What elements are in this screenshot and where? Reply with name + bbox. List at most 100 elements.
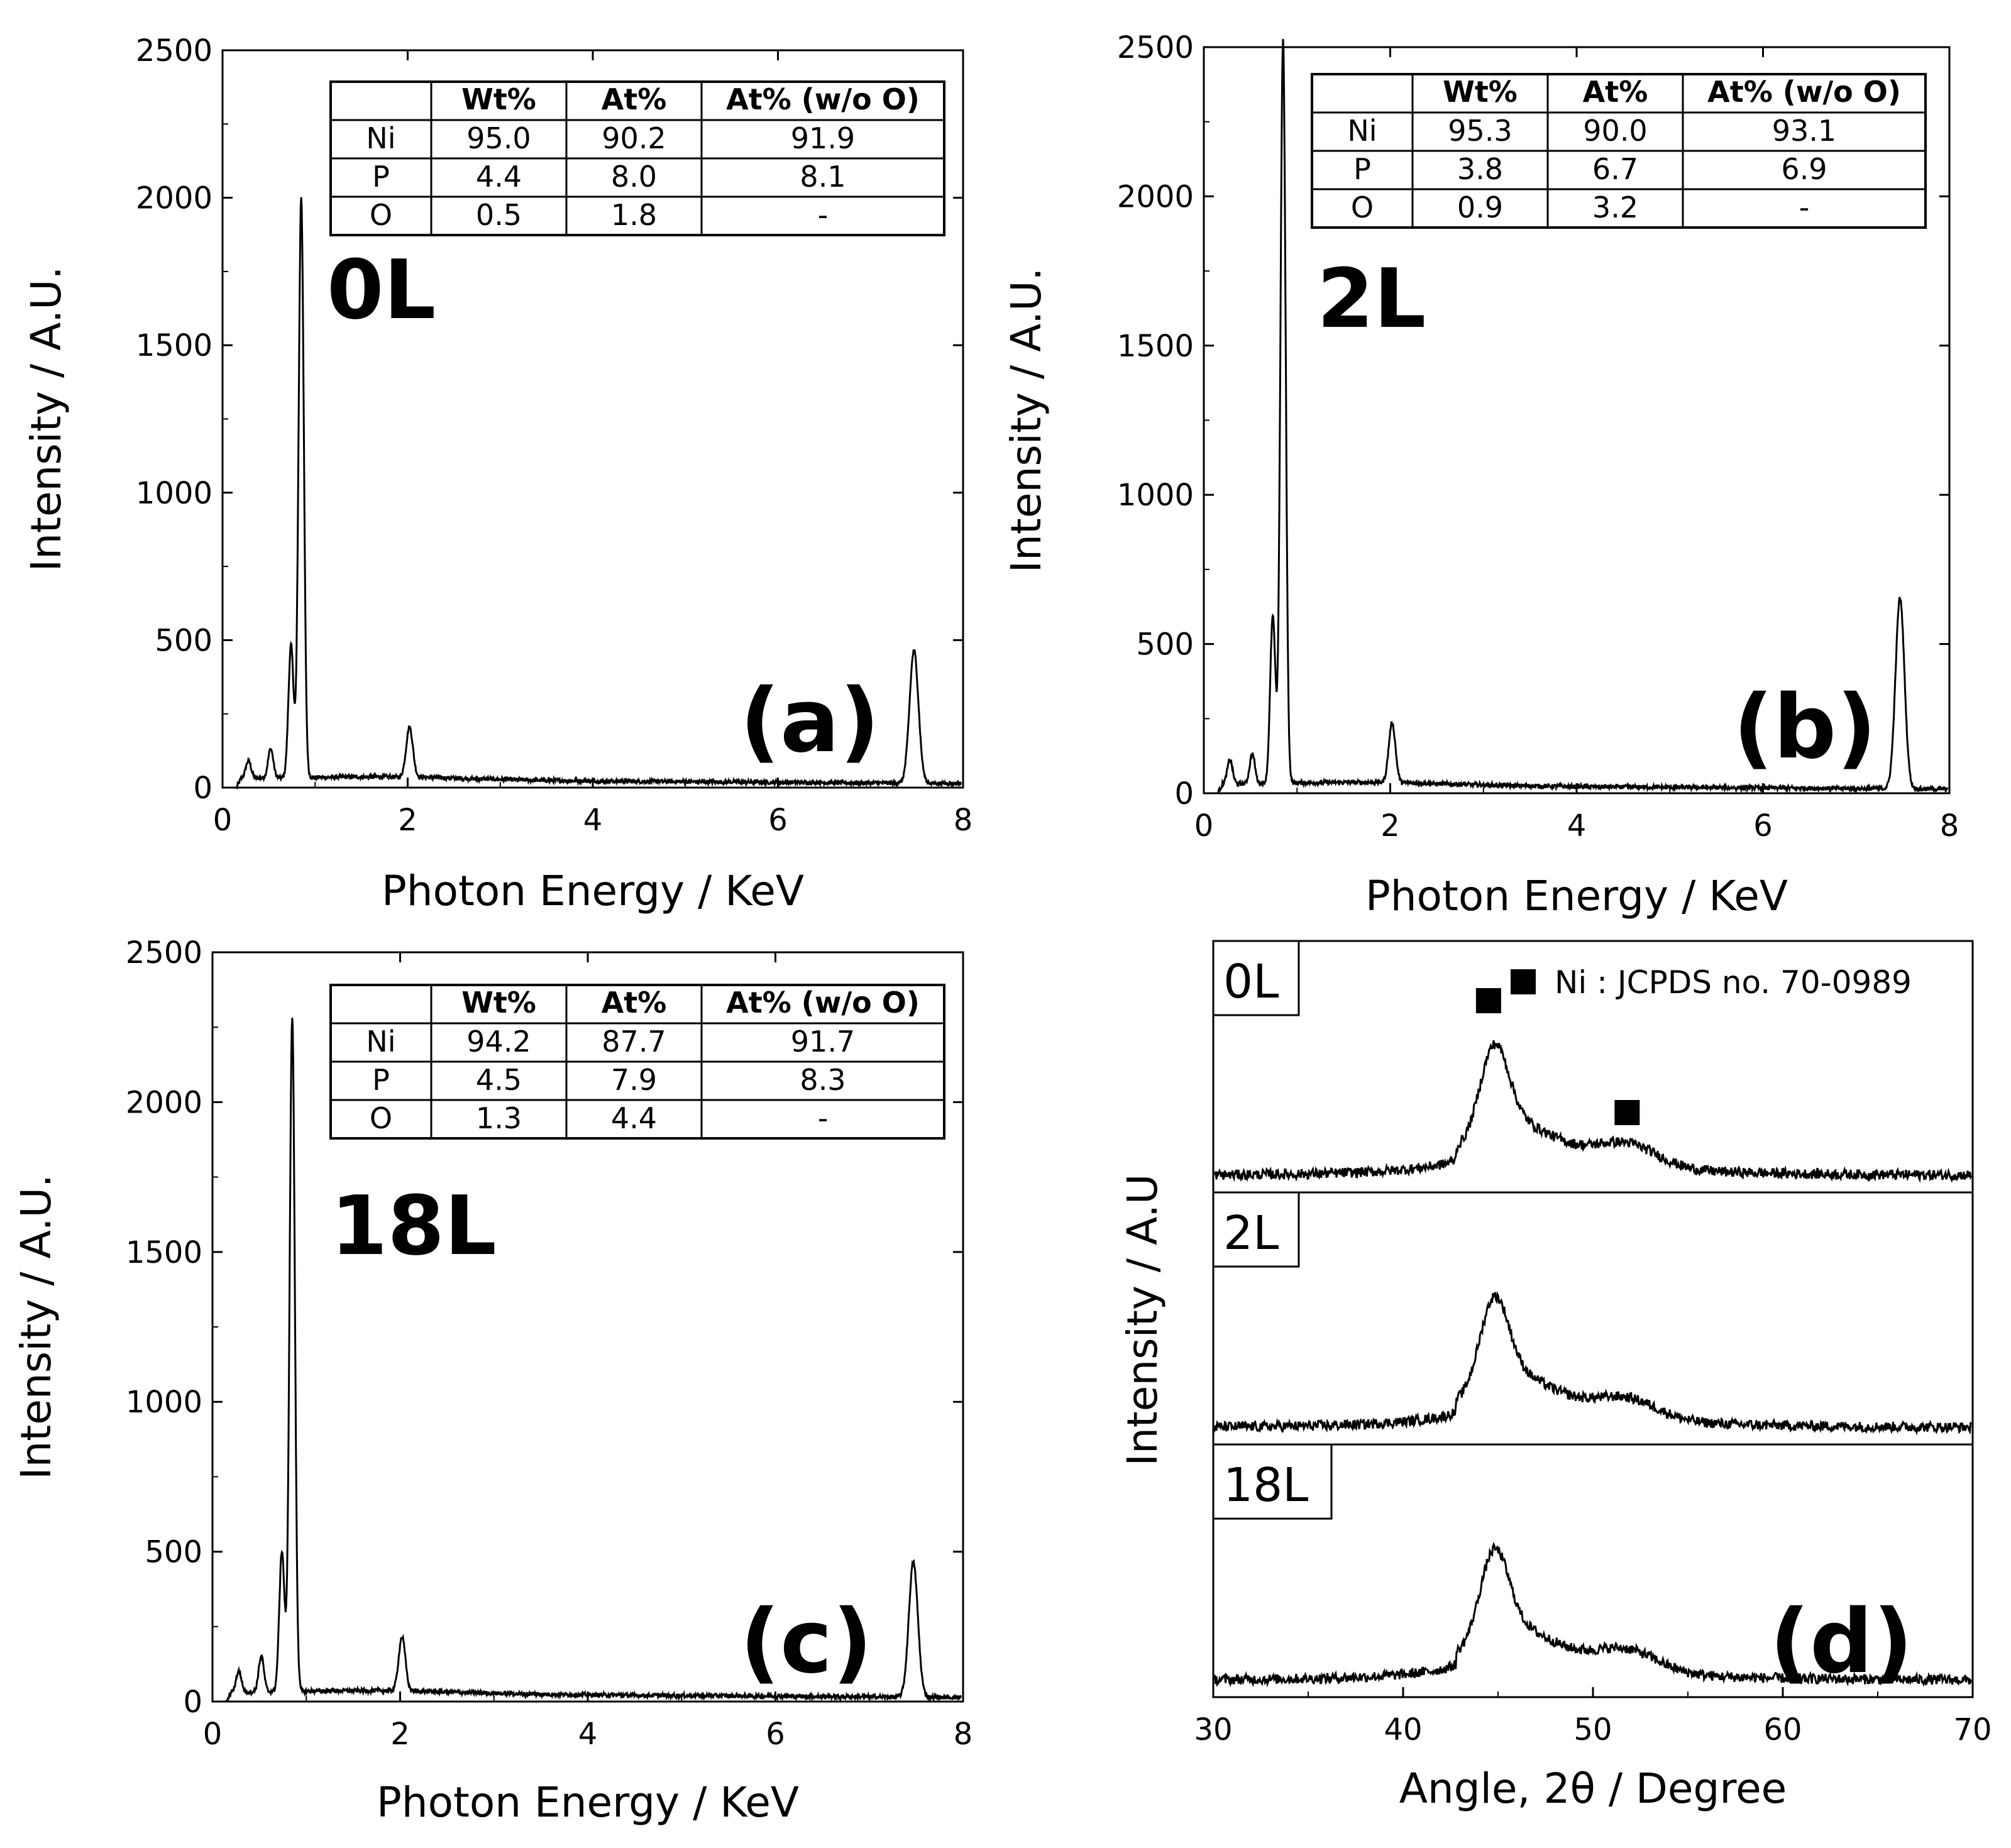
table-cell: 4.4: [611, 1101, 657, 1135]
table-cell: 3.8: [1457, 152, 1503, 186]
xrd-series: 0L: [1212, 940, 1973, 1184]
y-tick-label: 2000: [126, 1085, 202, 1120]
table-header-cell: At%: [1583, 75, 1648, 109]
table-row: O 1.3 4.4 -: [370, 1101, 828, 1135]
table-cell: 91.7: [791, 1025, 855, 1059]
panel-label: (b): [1733, 676, 1876, 779]
plot-frame: [1212, 940, 1974, 1698]
y-axis-title: Intensity / A.U.: [12, 1174, 60, 1480]
series-label: 18L: [1223, 1458, 1308, 1512]
y-tick-label: 2500: [136, 33, 212, 69]
x-tick-label: 8: [954, 803, 973, 838]
table-cell: 91.9: [791, 121, 855, 155]
composition-table: Wt% At% At% (w/o O) Ni 94.2 87.7 91.7 P 4.5 7.9 8.…: [329, 984, 945, 1140]
table-row: Ni 95.0 90.2 91.9: [366, 121, 855, 155]
x-tick-label: 2: [390, 1717, 410, 1752]
series-label-box: [1212, 940, 1300, 1016]
table-cell: P: [1353, 152, 1371, 186]
table-cell: Ni: [1347, 114, 1377, 148]
y-tick-label: 1500: [136, 328, 212, 363]
table-header-cell: At% (w/o O): [726, 82, 920, 116]
x-tick-label: 40: [1384, 1712, 1422, 1747]
sample-label: 2L: [1317, 251, 1426, 346]
y-tick-label: 1000: [126, 1385, 202, 1420]
table-cell: 4.5: [476, 1063, 522, 1097]
x-tick-label: 0: [203, 1717, 223, 1752]
table-cell: 94.2: [466, 1025, 531, 1059]
y-tick-label: 2000: [1117, 179, 1194, 214]
x-tick-label: 4: [578, 1717, 598, 1752]
y-tick-label: 0: [1174, 776, 1194, 811]
xrd-pattern-line: [1213, 1291, 1972, 1436]
table-row: P 4.5 7.9 8.3: [372, 1063, 846, 1097]
table-cell: O: [370, 198, 392, 232]
table-cell: -: [818, 1101, 829, 1135]
table-cell: Ni: [366, 1025, 395, 1059]
series-label-box: [1212, 1191, 1300, 1268]
table-row: O 0.9 3.2 -: [1351, 190, 1809, 224]
table-header-cell: At% (w/o O): [1707, 75, 1901, 109]
x-tick-label: 0: [1194, 808, 1214, 844]
eds-panel-c: 0 2 4 6 8 0 500 1000 1500 2000 2500 Photon Energy /…: [12, 935, 972, 1827]
table-cell: 90.0: [1583, 114, 1647, 148]
table-cell: 1.8: [611, 198, 657, 232]
y-tick-label: 500: [155, 623, 212, 658]
panel-label: (a): [740, 670, 879, 773]
x-axis-title: Photon Energy / KeV: [377, 1778, 799, 1827]
xrd-series: 2L: [1212, 1191, 1972, 1436]
table-cell: O: [1351, 190, 1374, 224]
legend-marker: [1511, 969, 1536, 994]
y-tick-label: 2500: [1117, 30, 1194, 65]
table-cell: 90.2: [602, 121, 666, 155]
y-tick-label: 1500: [126, 1235, 202, 1270]
x-tick-label: 4: [1567, 808, 1587, 844]
x-tick-label: 30: [1194, 1712, 1232, 1747]
y-axis-title: Intensity / A.U.: [22, 267, 70, 572]
spectrum-line: [235, 197, 962, 790]
table-cell: 0.5: [476, 198, 522, 232]
y-axis-title: Intensity / A.U.: [1002, 268, 1050, 573]
table-header-cell: Wt%: [461, 82, 536, 116]
panel-label: (d): [1770, 1591, 1913, 1693]
table-cell: 95.3: [1448, 114, 1512, 148]
y-tick-label: 0: [193, 771, 212, 806]
y-tick-label: 500: [145, 1535, 202, 1570]
y-tick-label: 1000: [136, 476, 212, 511]
table-cell: -: [1799, 190, 1810, 224]
ni-peak-marker: [1475, 988, 1501, 1013]
table-row: Ni 95.3 90.0 93.1: [1347, 114, 1836, 148]
table-cell: 87.7: [602, 1025, 666, 1059]
y-axis-title: Intensity / A.U: [1118, 1174, 1167, 1466]
xrd-pattern-line: [1213, 1541, 1973, 1688]
panel-label: (c): [740, 1591, 873, 1693]
table-header-cell: Wt%: [461, 986, 536, 1020]
legend-text: Ni : JCPDS no. 70-0989: [1555, 964, 1912, 1001]
table-cell: 7.9: [611, 1063, 657, 1097]
table-row: P 4.4 8.0 8.1: [372, 160, 846, 194]
table-cell: 1.3: [476, 1101, 522, 1135]
x-tick-label: 2: [398, 803, 417, 838]
sample-label: 18L: [331, 1178, 497, 1273]
table-cell: 95.0: [466, 121, 531, 155]
xrd-series: 18L: [1212, 1443, 1973, 1688]
x-tick-label: 6: [1753, 808, 1773, 844]
composition-table: Wt% At% At% (w/o O) Ni 95.3 90.0 93.1 P 3.8 6.7 6.…: [1311, 73, 1927, 229]
table-cell: P: [372, 160, 390, 194]
table-cell: P: [372, 1063, 390, 1097]
x-tick-label: 8: [954, 1717, 973, 1752]
table-cell: O: [370, 1101, 392, 1135]
spectrum-line: [225, 1018, 962, 1703]
x-tick-label: 70: [1953, 1712, 1992, 1747]
x-tick-label: 8: [1940, 808, 1959, 844]
eds-panel-b: 0 2 4 6 8 0 500 1000 1500 2000 2500 Photon Energy /…: [1002, 30, 1959, 920]
table-cell: 8.3: [800, 1063, 846, 1097]
x-tick-label: 6: [766, 1717, 785, 1752]
table-header-cell: At%: [602, 986, 667, 1020]
series-label: 2L: [1223, 1206, 1279, 1260]
table-cell: 6.9: [1781, 152, 1827, 186]
ni-peak-marker: [1614, 1100, 1640, 1125]
x-axis-title: Photon Energy / KeV: [1365, 872, 1788, 920]
y-tick-label: 500: [1136, 627, 1194, 663]
table-row: Ni 94.2 87.7 91.7: [366, 1025, 855, 1059]
x-tick-label: 4: [583, 803, 603, 838]
